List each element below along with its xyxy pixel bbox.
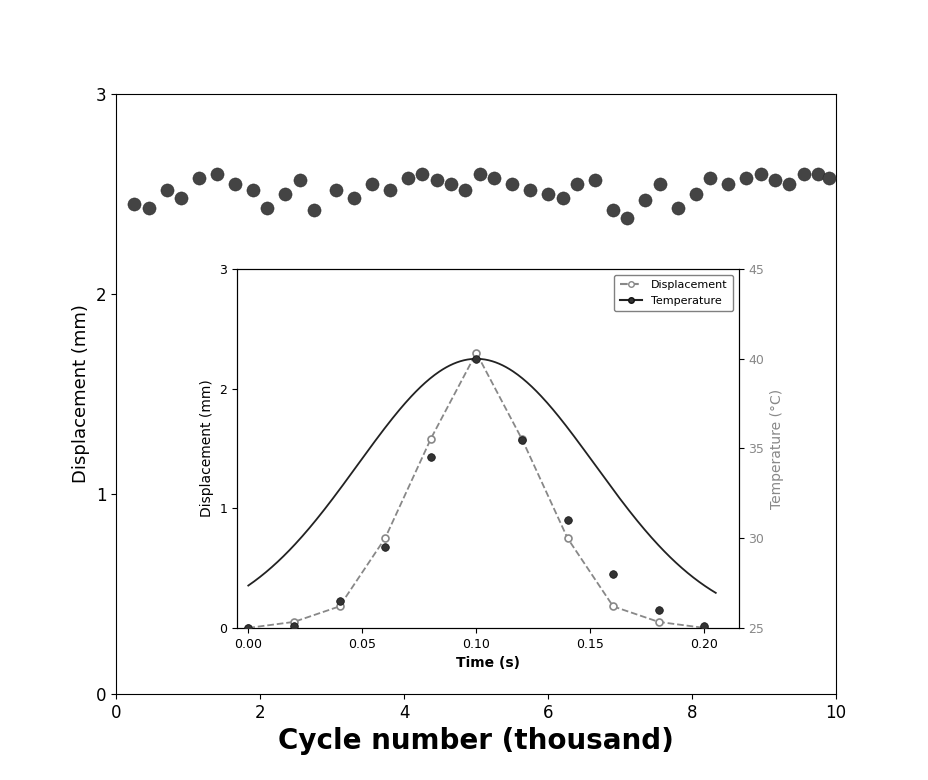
Y-axis label: Displacement (mm): Displacement (mm) bbox=[72, 304, 90, 484]
Point bbox=[522, 183, 537, 196]
Point bbox=[382, 183, 397, 196]
Point bbox=[458, 183, 472, 196]
Point bbox=[781, 178, 796, 190]
Point bbox=[227, 178, 242, 190]
Point bbox=[346, 191, 361, 204]
Point bbox=[277, 187, 292, 200]
Point bbox=[586, 173, 601, 186]
Point bbox=[245, 183, 260, 196]
Point bbox=[126, 197, 141, 210]
Point bbox=[738, 172, 753, 184]
Point bbox=[191, 172, 206, 184]
Point bbox=[292, 173, 307, 186]
Point bbox=[810, 168, 825, 180]
Point bbox=[619, 211, 634, 224]
Point bbox=[651, 178, 666, 190]
Legend: Displacement, Temperature: Displacement, Temperature bbox=[613, 275, 732, 311]
Point bbox=[554, 191, 569, 204]
Point bbox=[767, 173, 781, 186]
X-axis label: Time (s): Time (s) bbox=[456, 656, 519, 670]
Point bbox=[364, 178, 379, 190]
Point bbox=[753, 168, 767, 180]
Point bbox=[210, 168, 225, 180]
Point bbox=[400, 172, 415, 184]
Point bbox=[141, 201, 156, 214]
Point bbox=[504, 178, 519, 190]
X-axis label: Cycle number (thousand): Cycle number (thousand) bbox=[277, 728, 674, 756]
Y-axis label: Displacement (mm): Displacement (mm) bbox=[200, 380, 213, 517]
Y-axis label: Temperature (°C): Temperature (°C) bbox=[769, 388, 783, 509]
Point bbox=[670, 201, 685, 214]
Point bbox=[569, 178, 584, 190]
Point bbox=[429, 173, 444, 186]
Point bbox=[795, 168, 810, 180]
Point bbox=[638, 193, 652, 206]
Point bbox=[306, 204, 321, 216]
Point bbox=[702, 172, 716, 184]
Point bbox=[720, 178, 735, 190]
Point bbox=[820, 172, 835, 184]
Point bbox=[159, 183, 174, 196]
Point bbox=[174, 191, 188, 204]
Point bbox=[260, 201, 275, 214]
Point bbox=[605, 204, 620, 216]
Point bbox=[471, 168, 486, 180]
Point bbox=[688, 187, 702, 200]
Point bbox=[328, 183, 342, 196]
Point bbox=[540, 187, 555, 200]
Point bbox=[486, 172, 501, 184]
Point bbox=[443, 178, 458, 190]
Point bbox=[414, 168, 429, 180]
